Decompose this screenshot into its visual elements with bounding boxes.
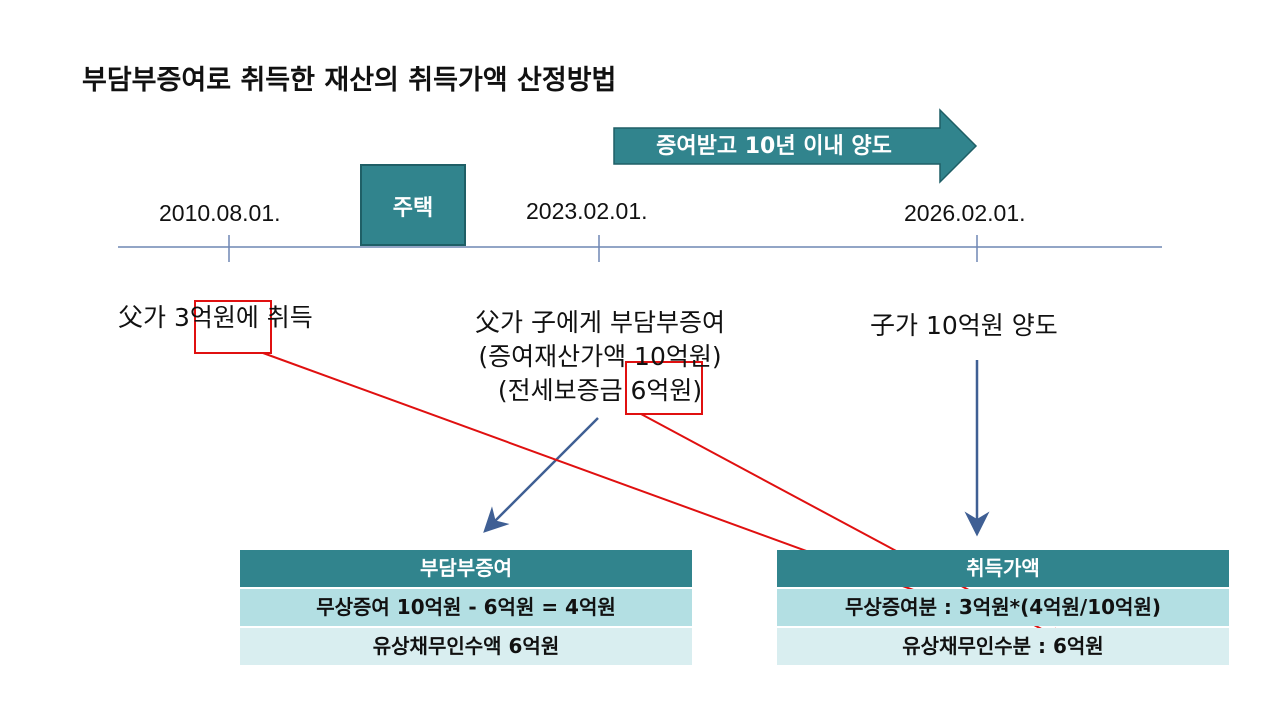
acquisition-amount-highlight bbox=[194, 300, 272, 354]
event-child-transfer: 子가 10억원 양도 bbox=[870, 311, 1058, 340]
gift-table-row-free-gift: 무상증여 10억원 - 6억원 = 4억원 bbox=[240, 589, 692, 626]
cost-table-row-debt: 유상채무인수분 : 6억원 bbox=[777, 628, 1229, 665]
gift-table-header: 부담부증여 bbox=[240, 550, 692, 587]
gift-breakdown-table: 부담부증여 무상증여 10억원 - 6억원 = 4억원 유상채무인수액 6억원 bbox=[240, 550, 692, 665]
date-2023: 2023.02.01. bbox=[526, 198, 648, 224]
deposit-amount-highlight bbox=[625, 361, 703, 415]
event-father-acquisition: 父가 3억원에 취득 bbox=[118, 303, 313, 332]
gift-table-row-debt: 유상채무인수액 6억원 bbox=[240, 628, 692, 665]
period-arrow-shape bbox=[613, 108, 978, 184]
period-arrow-label: 증여받고 10년 이내 양도 bbox=[656, 134, 892, 159]
event-gift-line3: (전세보증금 6억원) bbox=[497, 376, 703, 405]
house-label: 주택 bbox=[392, 196, 434, 221]
date-2026: 2026.02.01. bbox=[904, 200, 1026, 226]
event-gift-with-debt: 父가 子에게 부담부증여 (증여재산가액 10억원) (전세보증금 6억원) bbox=[430, 306, 770, 408]
gift-to-table-arrow bbox=[483, 417, 599, 533]
event-gift-line1: 父가 子에게 부담부증여 bbox=[475, 308, 725, 337]
house-box: 주택 bbox=[360, 164, 466, 246]
cost-table-row-free-gift: 무상증여분 : 3억원*(4억원/10억원) bbox=[777, 589, 1229, 626]
date-2010: 2010.08.01. bbox=[159, 200, 281, 226]
cost-table-header: 취득가액 bbox=[777, 550, 1229, 587]
acquisition-cost-table: 취득가액 무상증여분 : 3억원*(4억원/10억원) 유상채무인수분 : 6억… bbox=[777, 550, 1229, 665]
event-gift-line2: (증여재산가액 10억원) bbox=[478, 342, 722, 371]
page-title: 부담부증여로 취득한 재산의 취득가액 산정방법 bbox=[82, 65, 617, 96]
